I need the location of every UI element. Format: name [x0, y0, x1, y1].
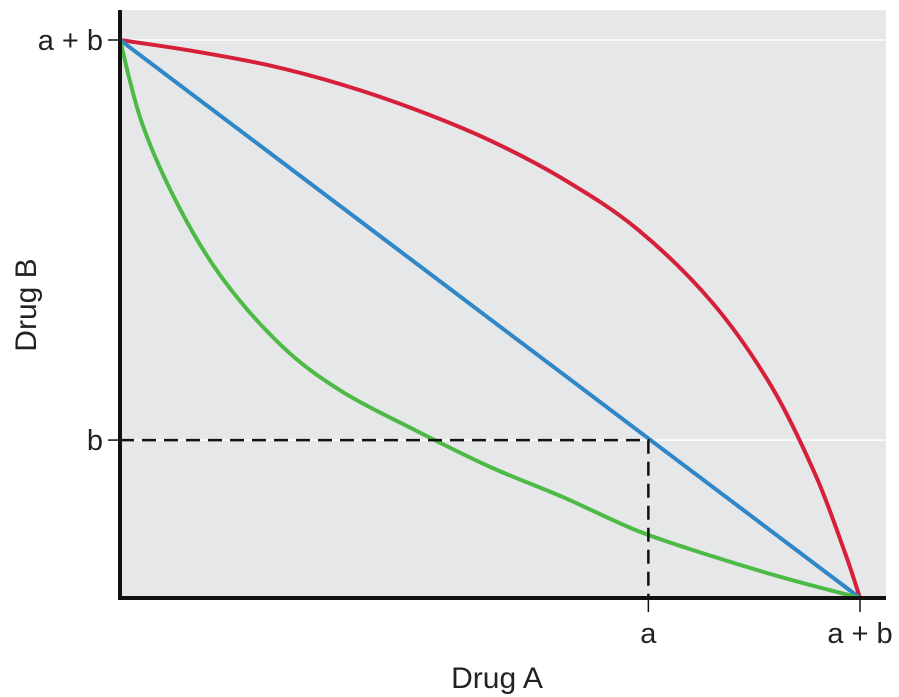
x-axis-label: Drug A — [451, 662, 543, 695]
reference-lines — [120, 438, 650, 598]
series-line-0 — [118, 38, 862, 600]
ticks: a a + b b a + b — [38, 25, 893, 650]
y-axis-label: Drug B — [10, 258, 43, 351]
axes — [118, 10, 886, 600]
y-tick-label-1: a + b — [38, 25, 103, 57]
x-tick-label-0: a — [640, 618, 657, 650]
plot-background — [120, 10, 886, 600]
series-line-1 — [118, 38, 862, 600]
dashed-reference-line — [120, 438, 650, 598]
series-layer — [118, 38, 862, 600]
y-tick-label-0: b — [87, 425, 103, 457]
x-tick-label-1: a + b — [827, 618, 892, 650]
series-line-2 — [118, 38, 862, 600]
